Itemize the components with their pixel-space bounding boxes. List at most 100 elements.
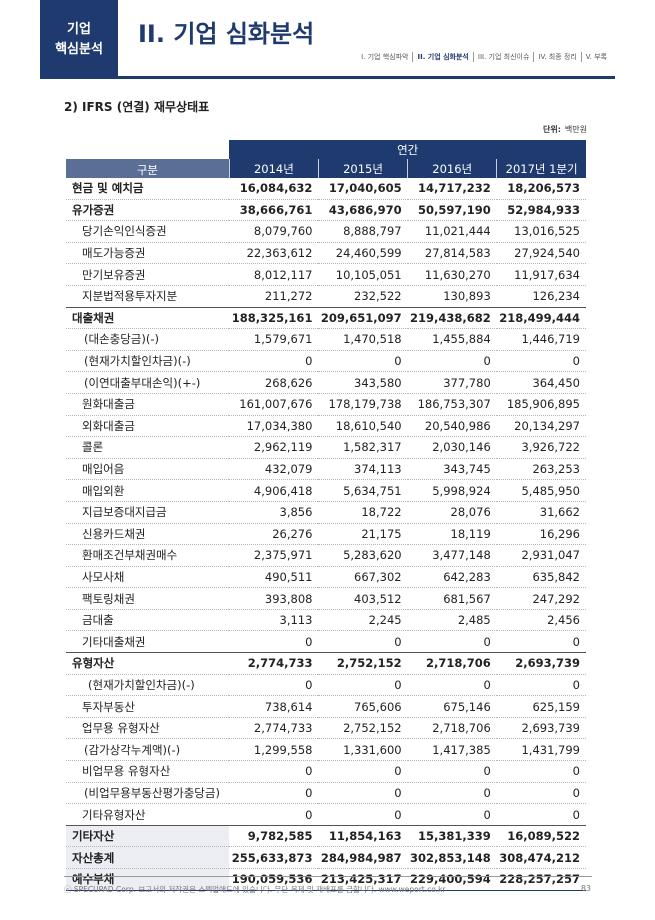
- table-row: 매도가능증권 22,363,612 24,460,599 27,814,583 27,9…: [66, 242, 586, 265]
- row-value: 2,774,733: [229, 717, 319, 740]
- row-label: 매도가능증권: [66, 242, 230, 265]
- row-value: 13,016,525: [496, 220, 586, 243]
- row-label: 투자부동산: [66, 695, 230, 718]
- row-label: (현재가치할인차금)(-): [66, 674, 230, 697]
- row-label: (이연대출부대손익)(+-): [66, 371, 230, 394]
- table-row: 비업무용 유형자산 0 0 0 0: [66, 760, 586, 783]
- group-header-annual: 연간: [229, 140, 586, 159]
- row-value: 2,752,152: [318, 717, 408, 740]
- row-value: 403,512: [318, 587, 408, 610]
- row-label: 만기보유증권: [66, 263, 230, 286]
- row-label: 콜론: [66, 436, 230, 459]
- row-value: 50,597,190: [407, 199, 497, 222]
- row-value: 738,614: [229, 695, 319, 718]
- footer-divider: [64, 876, 592, 877]
- row-value: 186,753,307: [407, 393, 497, 416]
- row-value: 2,375,971: [229, 544, 319, 567]
- row-label: 금대출: [66, 609, 230, 632]
- row-value: 209,651,097: [318, 307, 408, 330]
- row-value: 2,774,733: [229, 652, 319, 675]
- table-row: 신용카드채권 26,276 21,175 18,119 16,296: [66, 523, 586, 546]
- row-value: 18,206,573: [496, 178, 586, 200]
- table-row: 환매조건부채권매수 2,375,971 5,283,620 3,477,148 2,93…: [66, 544, 586, 567]
- row-label: 유형자산: [66, 652, 230, 675]
- table-row: 매입외환 4,906,418 5,634,751 5,998,924 5,485,950: [66, 479, 586, 502]
- table-row: 금대출 3,113 2,245 2,485 2,456: [66, 609, 586, 632]
- row-value: 11,917,634: [496, 263, 586, 286]
- row-label: 업무용 유형자산: [66, 717, 230, 740]
- table-row: 콜론 2,962,119 1,582,317 2,030,146 3,926,722: [66, 436, 586, 459]
- row-value: 308,474,212: [496, 846, 586, 869]
- table-row: 사모사채 490,511 667,302 642,283 635,842: [66, 566, 586, 589]
- table-row: 외화대출금 17,034,380 18,610,540 20,540,986 20,13…: [66, 415, 586, 438]
- row-value: 0: [318, 674, 408, 697]
- row-value: 263,253: [496, 458, 586, 481]
- row-label: 기타대출채권: [66, 630, 230, 654]
- row-value: 3,113: [229, 609, 319, 632]
- header-divider: [118, 76, 615, 79]
- row-value: 0: [496, 350, 586, 373]
- row-value: 284,984,987: [318, 846, 408, 869]
- row-value: 0: [318, 630, 408, 654]
- row-value: 0: [496, 782, 586, 805]
- row-value: 8,012,117: [229, 263, 319, 286]
- row-value: 16,084,632: [229, 178, 319, 200]
- row-value: 2,693,739: [496, 652, 586, 675]
- row-label: 매입어음: [66, 458, 230, 481]
- row-label: 외화대출금: [66, 415, 230, 438]
- table-row: 매입어음 432,079 374,113 343,745 263,253: [66, 458, 586, 481]
- table-row: (현재가치할인차금)(-) 0 0 0 0: [66, 350, 586, 373]
- table-row: 대출채권 188,325,161 209,651,097 219,438,682 218…: [66, 307, 586, 330]
- row-value: 8,888,797: [318, 220, 408, 243]
- row-value: 2,962,119: [229, 436, 319, 459]
- chapter-nav-item: I. 기업 핵심파악: [361, 53, 409, 61]
- row-value: 0: [318, 350, 408, 373]
- row-label: (감가상각누계액)(-): [66, 738, 230, 762]
- row-value: 2,718,706: [407, 652, 497, 675]
- table-row: (비업무용부동산평가충당금) 0 0 0 0: [66, 782, 586, 805]
- row-value: 765,606: [318, 695, 408, 718]
- row-value: 185,906,895: [496, 393, 586, 416]
- row-value: 3,477,148: [407, 544, 497, 567]
- row-value: 232,522: [318, 285, 408, 308]
- row-value: 1,431,799: [496, 738, 586, 762]
- row-value: 1,417,385: [407, 738, 497, 762]
- unit-note: 단위: 백만원: [543, 124, 587, 135]
- row-value: 2,693,739: [496, 717, 586, 740]
- header-year: 2017년 1분기: [496, 159, 586, 178]
- row-value: 0: [407, 350, 497, 373]
- row-value: 20,134,297: [496, 415, 586, 438]
- row-label: 당기손익인식증권: [66, 220, 230, 243]
- row-value: 0: [229, 803, 319, 826]
- chapter-title: II. 기업 심화분석: [138, 20, 315, 48]
- row-value: 364,450: [496, 371, 586, 394]
- table-row: 팩토링채권 393,808 403,512 681,567 247,292: [66, 587, 586, 610]
- row-label: 팩토링채권: [66, 587, 230, 610]
- row-value: 213,425,317: [318, 868, 408, 891]
- row-value: 0: [407, 630, 497, 654]
- row-value: 2,245: [318, 609, 408, 632]
- row-value: 18,119: [407, 523, 497, 546]
- row-value: 27,814,583: [407, 242, 497, 265]
- row-value: 1,582,317: [318, 436, 408, 459]
- row-value: 43,686,970: [318, 199, 408, 222]
- unit-value: 백만원: [564, 125, 587, 134]
- row-value: 16,089,522: [496, 825, 586, 848]
- row-value: 0: [229, 674, 319, 697]
- table-row: (이연대출부대손익)(+-) 268,626 343,580 377,780 364,4…: [66, 371, 586, 394]
- row-value: 18,610,540: [318, 415, 408, 438]
- row-value: 635,842: [496, 566, 586, 589]
- row-value: 625,159: [496, 695, 586, 718]
- row-label: (현재가치할인차금)(-): [66, 350, 230, 373]
- chapter-nav-item: V. 부록: [580, 52, 611, 62]
- row-value: 10,105,051: [318, 263, 408, 286]
- row-value: 0: [496, 630, 586, 654]
- row-value: 28,076: [407, 501, 497, 524]
- row-value: 0: [496, 760, 586, 783]
- table-row: (감가상각누계액)(-) 1,299,558 1,331,600 1,417,385 1…: [66, 738, 586, 762]
- header-year: 2014년: [228, 159, 319, 178]
- row-value: 188,325,161: [229, 307, 319, 330]
- row-value: 0: [496, 674, 586, 697]
- table-row: 유가증권 38,666,761 43,686,970 50,597,190 52,984…: [66, 199, 586, 222]
- row-value: 667,302: [318, 566, 408, 589]
